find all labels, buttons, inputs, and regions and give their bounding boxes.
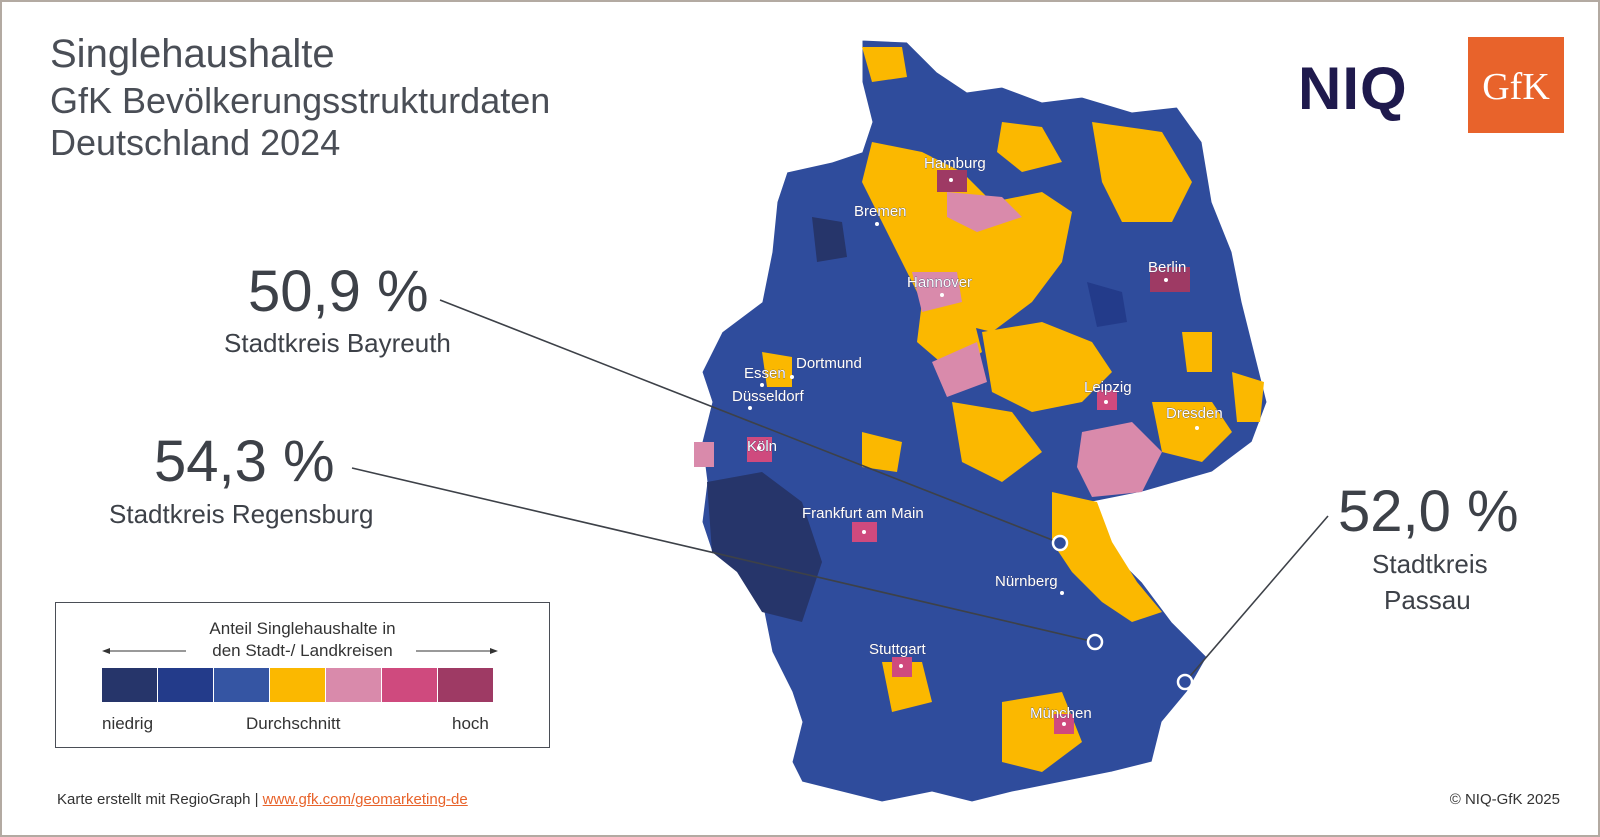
callout-label-passau-1: Stadtkreis xyxy=(1372,549,1488,579)
page-subtitle: GfK Bevölkerungsstrukturdaten xyxy=(50,80,551,121)
region-low-north xyxy=(812,217,847,262)
city-dot-hannover xyxy=(940,293,944,297)
city-label-essen: Essen xyxy=(744,365,786,382)
callout-label-regensburg: Stadtkreis Regensburg xyxy=(109,499,374,529)
region-avg-12 xyxy=(1002,692,1082,772)
legend-swatch-7 xyxy=(438,668,493,702)
city-dot-dresden xyxy=(1195,426,1199,430)
city-dot-essen xyxy=(760,383,764,387)
footer-credit: Karte erstellt mit RegioGraph | www.gfk.… xyxy=(57,791,468,808)
city-label-hamburg: Hamburg xyxy=(924,155,986,172)
city-dot-muenchen xyxy=(1062,722,1066,726)
region-avg-4 xyxy=(982,322,1112,412)
region-avg-8 xyxy=(1052,492,1162,622)
city-label-hannover: Hannover xyxy=(907,274,972,291)
region-avg-1 xyxy=(862,142,1072,332)
niq-logo: NIQ xyxy=(1298,55,1408,122)
legend-swatch-6 xyxy=(382,668,437,702)
city-dot-frankfurt xyxy=(862,530,866,534)
legend-arrows xyxy=(102,648,498,654)
callout-value-regensburg: 54,3 % xyxy=(154,429,335,494)
region-low-east xyxy=(1087,282,1127,327)
gfk-logo-text: GfK xyxy=(1482,66,1550,108)
city-label-dortmund: Dortmund xyxy=(796,355,862,372)
page-title: Singlehaushalte xyxy=(50,32,335,76)
city-label-muenchen: München xyxy=(1030,705,1092,722)
city-label-bremen: Bremen xyxy=(854,203,907,220)
region-avg-5 xyxy=(952,402,1042,482)
city-dot-nuernberg xyxy=(1060,591,1064,595)
region-high-4 xyxy=(932,342,987,397)
callout-label-bayreuth: Stadtkreis Bayreuth xyxy=(224,328,451,358)
region-high-5 xyxy=(694,442,714,467)
legend-label-high: hoch xyxy=(452,714,489,733)
legend-title: Anteil Singlehaushalte in xyxy=(209,619,396,638)
region-high-2 xyxy=(1077,422,1162,497)
legend-swatch-4 xyxy=(270,668,325,702)
city-label-stuttgart: Stuttgart xyxy=(869,641,927,658)
district-leipzig xyxy=(1097,390,1117,410)
callout-line-passau xyxy=(1184,515,1329,683)
footer-link[interactable]: www.gfk.com/geomarketing-de xyxy=(262,791,468,808)
legend-arrowhead-left xyxy=(102,648,110,654)
city-dot-hamburg xyxy=(949,178,953,182)
region-avg-10 xyxy=(862,432,902,472)
callout-line-bayreuth xyxy=(439,299,1061,544)
city-label-frankfurt: Frankfurt am Main xyxy=(802,505,924,522)
city-dot-dortmund xyxy=(790,375,794,379)
legend-label-mid: Durchschnitt xyxy=(246,714,341,733)
city-label-dresden: Dresden xyxy=(1166,405,1223,422)
legend-swatch-5 xyxy=(326,668,381,702)
callout-marker-bayreuth xyxy=(1051,534,1069,552)
callout-marker-regensburg xyxy=(1086,633,1104,651)
callout-marker-passau xyxy=(1176,673,1194,691)
city-dot-bremen xyxy=(875,222,879,226)
city-label-berlin: Berlin xyxy=(1148,259,1186,276)
callout-value-bayreuth: 50,9 % xyxy=(248,259,429,324)
region-avg-15 xyxy=(1182,332,1212,372)
footer-credit-text: Karte erstellt mit RegioGraph | xyxy=(57,791,263,808)
city-label-leipzig: Leipzig xyxy=(1084,379,1132,396)
legend-swatch-3 xyxy=(214,668,269,702)
callout-line-regensburg xyxy=(351,467,1096,643)
region-avg-6 xyxy=(1152,402,1232,462)
legend-arrowhead-right xyxy=(490,648,498,654)
callout-label-passau-2: Passau xyxy=(1384,585,1471,615)
legend-swatch-1 xyxy=(102,668,157,702)
city-label-nuernberg: Nürnberg xyxy=(995,573,1058,590)
district-berlin xyxy=(1150,267,1190,292)
callout-value-passau: 52,0 % xyxy=(1338,479,1519,544)
legend-subtitle: den Stadt-/ Landkreisen xyxy=(212,641,393,660)
gfk-logo: GfK xyxy=(1468,37,1564,133)
footer-copyright: © NIQ-GfK 2025 xyxy=(1449,791,1560,808)
city-dot-leipzig xyxy=(1104,400,1108,404)
region-avg-14 xyxy=(762,352,792,387)
region-low-west xyxy=(707,472,822,622)
region-high-3 xyxy=(912,272,962,312)
legend-swatch-2 xyxy=(158,668,213,702)
region-avg-13 xyxy=(862,47,907,82)
city-dot-koeln xyxy=(757,446,761,450)
city-label-koeln: Köln xyxy=(747,438,777,455)
city-label-duesseldorf: Düsseldorf xyxy=(732,388,805,405)
region-avg-2 xyxy=(1092,122,1192,222)
legend: Anteil Singlehaushalte in den Stadt-/ La… xyxy=(55,602,550,748)
region-avg-3 xyxy=(997,122,1062,172)
region-high-1 xyxy=(947,192,1022,232)
city-dots xyxy=(748,178,1199,726)
city-dot-duesseldorf xyxy=(748,406,752,410)
region-avg-7 xyxy=(1232,372,1264,422)
legend-label-low: niedrig xyxy=(102,714,154,733)
page-subtitle-year: Deutschland 2024 xyxy=(50,122,341,163)
city-dot-stuttgart xyxy=(899,664,903,668)
city-dot-berlin xyxy=(1164,278,1168,282)
